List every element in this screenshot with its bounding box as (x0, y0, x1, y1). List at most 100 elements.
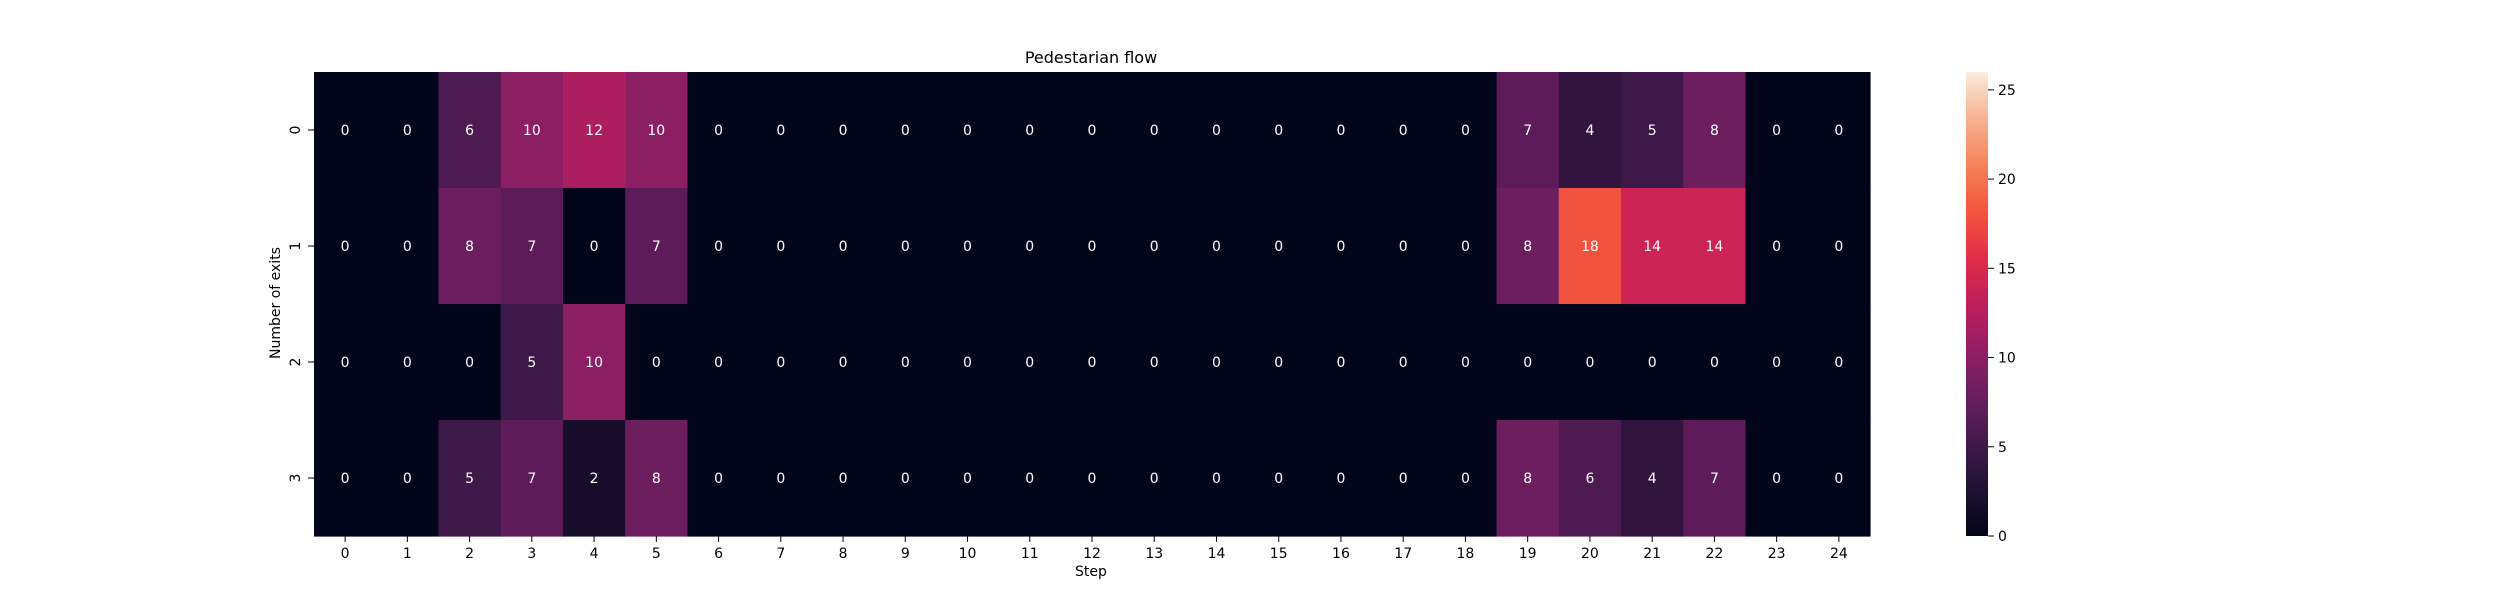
cell-value-label: 10 (647, 123, 665, 139)
cell-value-label: 2 (590, 471, 599, 487)
cell-value-label: 0 (963, 123, 972, 139)
heatmap-cell (376, 304, 440, 421)
cell-value-label: 0 (1025, 239, 1034, 255)
heatmap-cell (749, 72, 813, 189)
colorbar-gradient (1966, 72, 1988, 536)
cell-value-label: 0 (1710, 355, 1719, 371)
chart-title: Pedestarian flow (1025, 48, 1157, 67)
cell-value-label: 8 (465, 239, 474, 255)
heatmap-cell (998, 188, 1062, 305)
cell-value-label: 8 (1523, 471, 1532, 487)
heatmap-cell (749, 420, 813, 537)
heatmap-cell (936, 72, 1000, 189)
heatmap-cell (1683, 304, 1747, 421)
heatmap-cell (1434, 420, 1498, 537)
heatmap-cell (1434, 304, 1498, 421)
cell-value-label: 5 (527, 355, 536, 371)
heatmap-cell (874, 304, 937, 421)
heatmap-cell (562, 188, 626, 305)
heatmap-cell (1558, 304, 1622, 421)
heatmap-cell (1372, 304, 1435, 421)
heatmap-cell (1123, 304, 1186, 421)
heatmap-cell (874, 188, 937, 305)
cell-value-label: 0 (1150, 355, 1159, 371)
cell-value-label: 0 (1461, 355, 1470, 371)
cell-value-label: 0 (839, 239, 848, 255)
x-tick-label: 13 (1145, 546, 1163, 562)
heatmap-cell (1247, 304, 1311, 421)
heatmap-cell (998, 304, 1062, 421)
heatmap-cell (314, 188, 377, 305)
heatmap-cell (687, 188, 751, 305)
cell-value-label: 0 (1834, 123, 1843, 139)
x-tick-label: 6 (714, 546, 723, 562)
colorbar-tick-label: 20 (1998, 172, 2016, 188)
cell-value-label: 0 (901, 355, 910, 371)
heatmap-cell (936, 304, 1000, 421)
heatmap-cell (1123, 420, 1186, 537)
cell-value-label: 0 (1212, 239, 1221, 255)
heatmap-cell (1621, 304, 1684, 421)
cell-value-label: 0 (1523, 355, 1532, 371)
heatmap-cell (687, 304, 751, 421)
cell-value-label: 0 (341, 355, 350, 371)
cell-value-label: 0 (1088, 471, 1097, 487)
heatmap-cell (1621, 420, 1684, 537)
cell-value-label: 12 (585, 123, 603, 139)
heatmap-cell (936, 420, 1000, 537)
heatmap-cell (749, 304, 813, 421)
heatmap-cells (314, 72, 1871, 537)
cell-value-label: 0 (1088, 239, 1097, 255)
heatmap-cell (562, 72, 626, 189)
cell-value-label: 0 (839, 471, 848, 487)
cell-value-label: 0 (714, 239, 723, 255)
x-tick-label: 23 (1768, 546, 1786, 562)
cell-value-label: 0 (1150, 239, 1159, 255)
heatmap-cell (1807, 304, 1871, 421)
heatmap-cell (1807, 72, 1871, 189)
heatmap-cell (562, 304, 626, 421)
x-tick-label: 19 (1519, 546, 1537, 562)
cell-value-label: 0 (1088, 355, 1097, 371)
cell-value-label: 0 (963, 471, 972, 487)
heatmap-cell (500, 72, 564, 189)
cell-value-label: 10 (523, 123, 541, 139)
cell-value-label: 0 (1772, 123, 1781, 139)
heatmap-cell (1683, 72, 1747, 189)
cell-value-label: 0 (1461, 471, 1470, 487)
cell-value-label: 0 (1336, 355, 1345, 371)
heatmap-cell (811, 304, 875, 421)
heatmap-cell (625, 72, 689, 189)
cell-value-label: 0 (776, 471, 785, 487)
colorbar-tick-label: 5 (1998, 440, 2007, 456)
cell-value-label: 0 (1772, 239, 1781, 255)
colorbar-tick-label: 25 (1998, 83, 2016, 99)
cell-value-label: 8 (1523, 239, 1532, 255)
heatmap-cell (562, 420, 626, 537)
cell-value-label: 0 (963, 355, 972, 371)
cell-value-label: 0 (1834, 239, 1843, 255)
cell-value-label: 7 (527, 239, 536, 255)
cell-value-label: 0 (1461, 239, 1470, 255)
cell-value-label: 0 (901, 471, 910, 487)
heatmap-cell (376, 420, 440, 537)
x-tick-label: 15 (1270, 546, 1288, 562)
x-tick-label: 1 (403, 546, 412, 562)
x-tick-label: 21 (1643, 546, 1661, 562)
cell-value-label: 8 (652, 471, 661, 487)
heatmap-cell (687, 420, 751, 537)
heatmap-cell (1745, 72, 1809, 189)
cell-value-label: 4 (1648, 471, 1657, 487)
cell-value-label: 7 (1710, 471, 1719, 487)
x-tick-label: 3 (527, 546, 536, 562)
heatmap-cell (998, 72, 1062, 189)
cell-value-label: 0 (1834, 471, 1843, 487)
cell-value-label: 0 (341, 471, 350, 487)
cell-value-label: 6 (465, 123, 474, 139)
cell-annotations: 0 0 6 10 12 10 0 0 0 0 0 0 0 0 0 0 0 0 0 7 4 5 8 0 0 0 0 8 7 0 7 0 0 0 0 0 0… (341, 123, 1844, 487)
cell-value-label: 0 (341, 239, 350, 255)
cell-value-label: 0 (1212, 123, 1221, 139)
heatmap-cell (1060, 188, 1124, 305)
x-axis-label: Step (1075, 564, 1107, 580)
